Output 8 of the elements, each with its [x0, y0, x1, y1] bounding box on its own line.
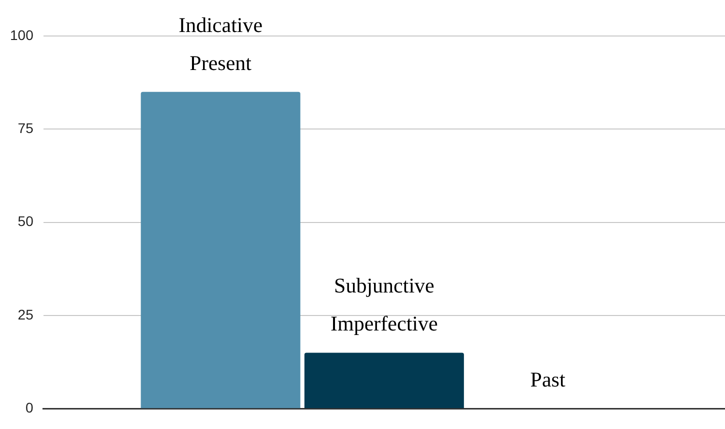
y-tick-label: 75 — [18, 120, 34, 136]
series-label: Indicative Present — [178, 12, 263, 75]
text: Past — [530, 368, 566, 392]
series-label: Subjunctive Imperfective — [330, 274, 438, 336]
y-tick-label: 0 — [26, 399, 34, 416]
y-tick-label: 50 — [18, 213, 34, 230]
y-tick-label: 100 — [10, 26, 34, 43]
y-tick-label: 25 — [18, 306, 34, 322]
